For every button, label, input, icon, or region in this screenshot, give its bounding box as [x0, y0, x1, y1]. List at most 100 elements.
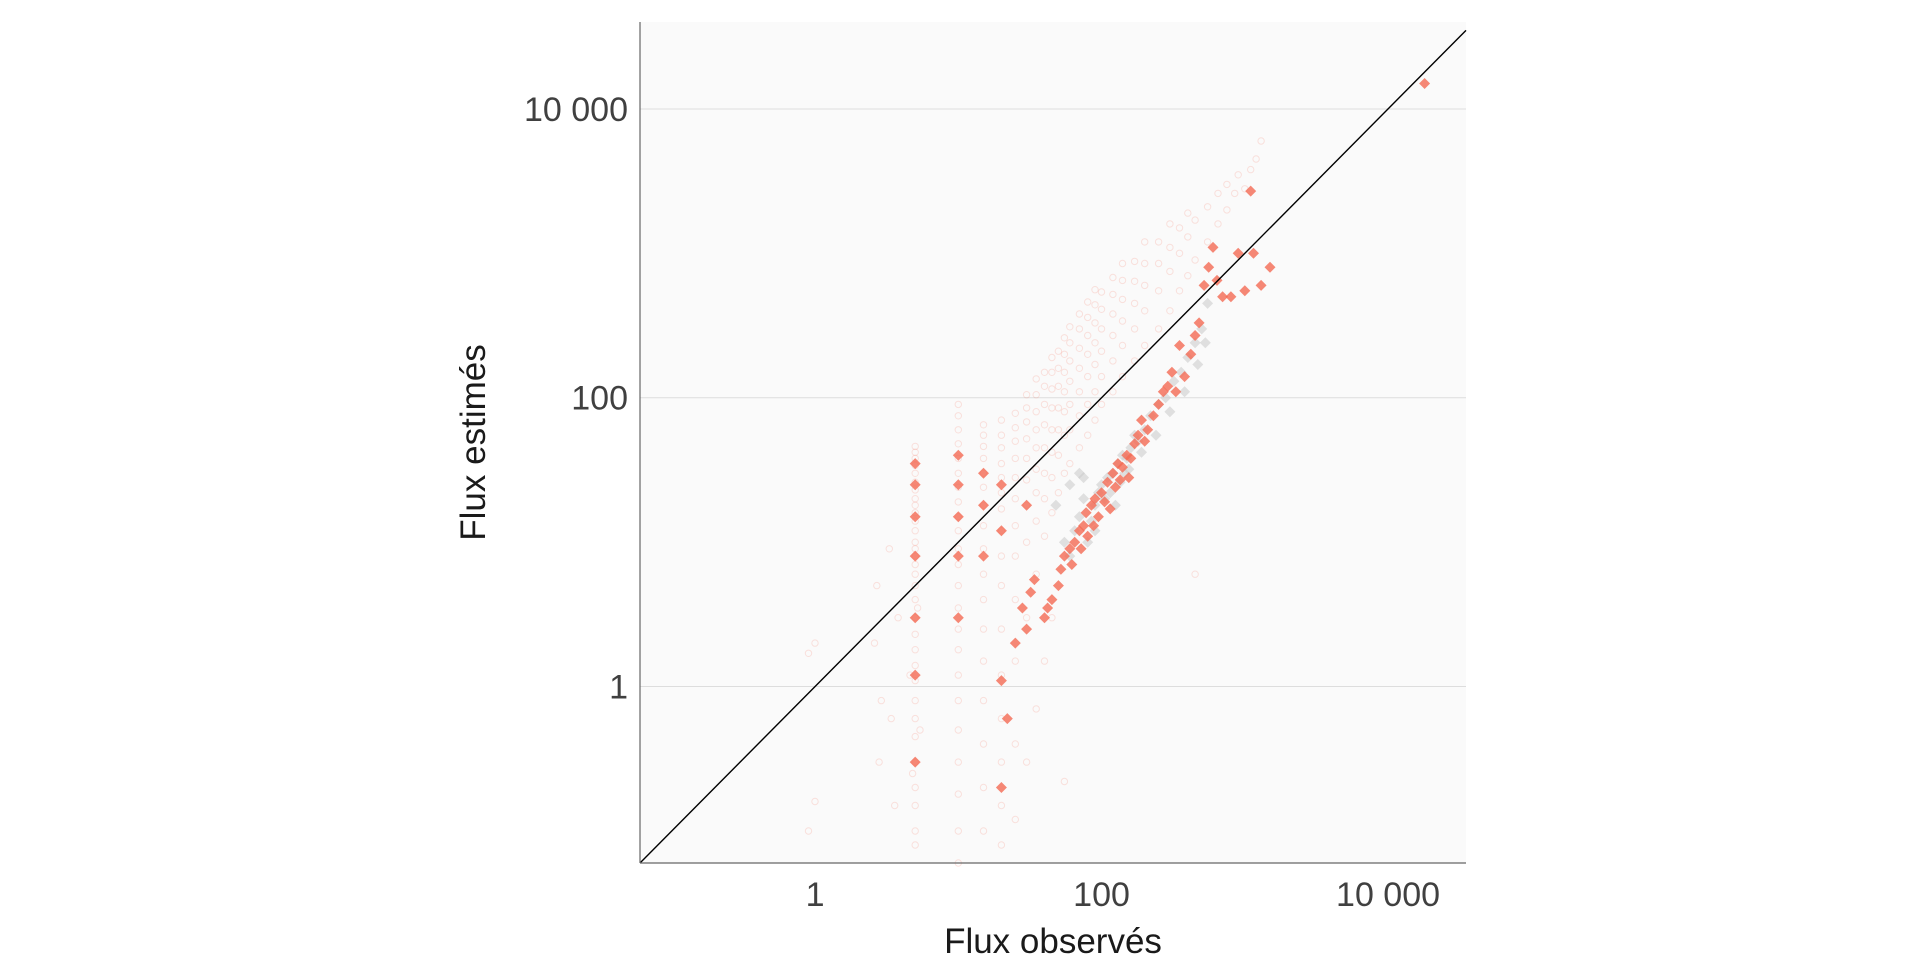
data-point: [911, 538, 919, 546]
data-point: [1022, 404, 1031, 412]
data-point: [1075, 412, 1084, 420]
x-axis-title: Flux observés: [944, 922, 1162, 960]
data-point: [1025, 586, 1037, 598]
tick-labels: 1 100 10 000 1 100 10 000: [524, 91, 1440, 914]
data-point: [1066, 559, 1078, 570]
data-point: [979, 625, 988, 633]
data-point: [1011, 437, 1019, 445]
data-point: [1022, 435, 1031, 443]
data-point: [952, 479, 964, 491]
data-point: [1084, 400, 1092, 409]
data-point: [1141, 307, 1149, 315]
data-point: [1225, 291, 1237, 303]
data-point: [1154, 287, 1163, 295]
data-point: [1032, 408, 1040, 416]
data-point: [1048, 448, 1056, 456]
data-point: [1199, 337, 1211, 349]
data-point: [1089, 493, 1101, 505]
x-tick-label: 100: [1073, 876, 1130, 914]
data-point: [909, 458, 921, 470]
data-point: [885, 545, 893, 553]
data-point: [1109, 357, 1117, 365]
data-point: [1060, 408, 1069, 416]
data-point: [1092, 511, 1104, 523]
data-point: [1055, 563, 1067, 575]
data-point: [954, 498, 962, 506]
data-point: [1191, 570, 1199, 578]
data-point: [1136, 446, 1147, 458]
data-point: [1084, 350, 1092, 358]
data-point: [1142, 424, 1154, 436]
data-point: [1097, 400, 1106, 409]
data-point: [1009, 637, 1021, 649]
data-point: [1174, 340, 1185, 351]
data-point: [978, 467, 989, 479]
data-point: [911, 801, 919, 810]
data-point: [875, 758, 883, 766]
data-point: [1066, 400, 1074, 409]
data-point: [1109, 481, 1121, 493]
data-point: [1130, 277, 1139, 285]
data-point: [979, 454, 988, 463]
data-point: [873, 581, 881, 590]
data-point: [1032, 375, 1040, 383]
data-point: [911, 696, 919, 705]
data-point: [1153, 398, 1165, 410]
data-point: [1016, 602, 1028, 614]
data-point: [1032, 465, 1040, 473]
data-point: [911, 495, 919, 503]
data-point: [1118, 259, 1127, 268]
data-point: [1046, 594, 1058, 606]
data-point: [1084, 298, 1092, 306]
data-point: [1022, 454, 1031, 463]
data-point: [1141, 341, 1149, 350]
data-point: [1064, 479, 1076, 491]
data-point: [1028, 574, 1040, 586]
data-point: [1189, 337, 1201, 349]
data-point: [1255, 279, 1267, 291]
data-point: [1191, 216, 1199, 224]
data-point: [1102, 476, 1113, 488]
data-point: [1141, 281, 1149, 290]
grid: [640, 108, 1466, 688]
data-point: [952, 612, 964, 624]
data-point: [1154, 325, 1163, 333]
data-point: [1166, 220, 1174, 228]
data-point: [1069, 536, 1081, 548]
data-point: [1130, 257, 1139, 266]
data-point: [1075, 325, 1084, 333]
data-point: [1109, 331, 1117, 340]
data-point: [1054, 451, 1063, 459]
data-point: [911, 783, 919, 792]
data-point: [1162, 380, 1174, 392]
data-point: [1040, 382, 1049, 390]
data-point: [1179, 386, 1191, 398]
data-point: [1011, 495, 1019, 503]
data-point: [979, 783, 988, 792]
data-point: [997, 505, 1006, 513]
data-point: [1091, 301, 1099, 309]
data-point: [1191, 256, 1199, 264]
data-point: [1184, 209, 1192, 217]
data-point: [1060, 368, 1069, 376]
data-point: [1166, 243, 1174, 252]
data-point: [1150, 429, 1162, 441]
data-point: [909, 669, 921, 681]
data-point: [954, 604, 962, 612]
data-point: [1052, 580, 1064, 592]
data-point: [1193, 317, 1205, 329]
data-point: [954, 671, 962, 679]
data-point: [911, 646, 919, 654]
data-point: [1048, 368, 1056, 376]
data-point: [979, 740, 988, 748]
data-point: [997, 801, 1006, 810]
data-point: [1011, 424, 1019, 432]
data-point: [1118, 317, 1127, 325]
data-point: [1011, 473, 1019, 482]
data-point: [1084, 313, 1092, 322]
data-point: [954, 696, 962, 705]
data-point: [954, 646, 962, 654]
data-point: [911, 595, 919, 604]
data-point: [979, 421, 988, 429]
data-point: [978, 550, 989, 562]
